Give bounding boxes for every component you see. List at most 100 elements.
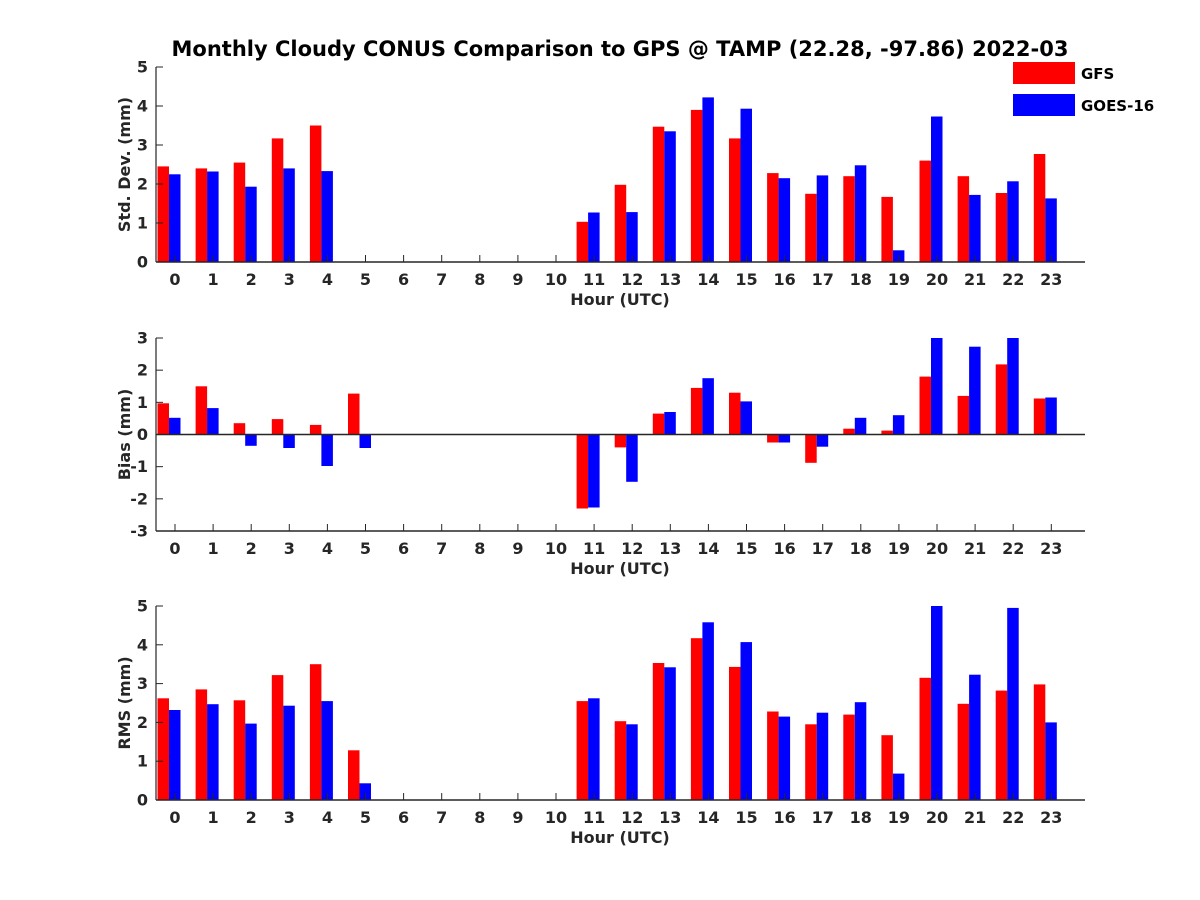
bar-stddev-gfs-21 [957, 176, 970, 262]
bar-stddev-gfs-15 [729, 138, 741, 262]
bar-bias-goes16-23 [1045, 397, 1057, 435]
bar-stddev-goes16-11 [588, 212, 600, 262]
bar-rms-goes16-4 [321, 701, 333, 800]
xtick-label-stddev-15: 15 [735, 270, 757, 289]
bar-bias-goes16-22 [1007, 338, 1019, 435]
bar-stddev-goes16-22 [1007, 181, 1019, 262]
bar-stddev-goes16-14 [702, 97, 714, 263]
bar-rms-gfs-22 [995, 690, 1008, 800]
xtick-label-rms-11: 11 [583, 808, 605, 827]
xtick-label-stddev-0: 0 [169, 270, 180, 289]
bar-bias-goes16-11 [588, 434, 600, 508]
xtick-label-bias-3: 3 [284, 539, 295, 558]
bar-stddev-gfs-23 [1033, 154, 1046, 262]
legend-label-goes16: GOES-16 [1081, 97, 1154, 115]
xtick-label-stddev-12: 12 [621, 270, 643, 289]
figure-title: Monthly Cloudy CONUS Comparison to GPS @… [172, 37, 1069, 61]
bar-bias-gfs-18 [843, 428, 855, 435]
xtick-label-bias-18: 18 [850, 539, 872, 558]
bar-rms-gfs-19 [881, 735, 893, 800]
bar-bias-goes16-5 [359, 434, 371, 448]
ylabel-stddev: Std. Dev. (mm) [115, 97, 134, 232]
xtick-label-stddev-5: 5 [360, 270, 371, 289]
xtick-label-bias-14: 14 [697, 539, 719, 558]
xlabel-rms: Hour (UTC) [570, 828, 670, 847]
xtick-label-stddev-2: 2 [246, 270, 257, 289]
bar-bias-gfs-14 [690, 387, 703, 435]
bar-bias-goes16-19 [892, 415, 905, 435]
bar-stddev-goes16-23 [1045, 198, 1057, 262]
bar-rms-gfs-20 [919, 677, 931, 800]
bar-stddev-gfs-1 [195, 168, 208, 262]
xtick-label-stddev-18: 18 [850, 270, 872, 289]
bar-rms-goes16-19 [892, 773, 905, 800]
bar-stddev-goes16-2 [245, 186, 257, 262]
xtick-label-bias-16: 16 [773, 539, 795, 558]
bar-rms-gfs-12 [614, 721, 627, 800]
bar-bias-goes16-1 [207, 408, 219, 435]
bar-rms-gfs-4 [309, 664, 322, 800]
bar-stddev-gfs-2 [233, 162, 246, 262]
ylabel-bias: Bias (mm) [115, 389, 134, 481]
xtick-label-bias-1: 1 [208, 539, 219, 558]
xtick-label-rms-0: 0 [169, 808, 180, 827]
bar-stddev-gfs-11 [576, 221, 589, 262]
bar-stddev-gfs-19 [881, 196, 893, 262]
bar-bias-gfs-12 [614, 434, 627, 448]
bar-rms-gfs-13 [652, 663, 665, 800]
bar-rms-goes16-14 [702, 622, 714, 800]
bar-bias-goes16-21 [969, 346, 981, 435]
bar-stddev-gfs-16 [767, 173, 779, 262]
bar-bias-goes16-14 [702, 378, 714, 435]
bar-bias-gfs-20 [919, 376, 931, 435]
legend: GFS GOES-16 [1013, 62, 1154, 116]
bar-stddev-gfs-18 [843, 176, 855, 262]
ytick-label-bias--2: -2 [130, 489, 148, 508]
bar-rms-gfs-18 [843, 714, 855, 800]
xtick-label-rms-14: 14 [697, 808, 719, 827]
xtick-label-rms-22: 22 [1002, 808, 1024, 827]
bar-rms-goes16-13 [664, 667, 676, 800]
bar-stddev-gfs-0 [157, 166, 169, 262]
xtick-label-bias-8: 8 [474, 539, 485, 558]
xtick-label-bias-12: 12 [621, 539, 643, 558]
bar-bias-gfs-11 [576, 434, 589, 509]
xtick-label-rms-20: 20 [926, 808, 948, 827]
xtick-label-bias-19: 19 [888, 539, 910, 558]
xtick-label-bias-9: 9 [512, 539, 523, 558]
bar-stddev-gfs-13 [652, 126, 665, 262]
bar-rms-goes16-11 [588, 698, 600, 800]
bar-stddev-gfs-14 [690, 109, 703, 263]
xlabel-bias: Hour (UTC) [570, 559, 670, 578]
legend-label-gfs: GFS [1081, 65, 1114, 83]
bar-rms-gfs-11 [576, 701, 589, 800]
bar-rms-goes16-2 [245, 723, 257, 800]
legend-swatch-goes16 [1013, 94, 1075, 116]
xtick-label-stddev-11: 11 [583, 270, 605, 289]
xtick-label-stddev-9: 9 [512, 270, 523, 289]
bar-stddev-goes16-12 [626, 212, 638, 262]
bar-stddev-goes16-18 [854, 165, 867, 262]
bar-rms-goes16-16 [778, 716, 791, 800]
bar-stddev-goes16-3 [283, 168, 295, 262]
bar-bias-goes16-13 [664, 412, 676, 435]
bar-stddev-goes16-4 [321, 171, 333, 262]
bar-rms-gfs-5 [348, 750, 360, 800]
bar-bias-gfs-16 [767, 434, 779, 443]
bar-bias-gfs-1 [195, 386, 208, 435]
xtick-label-stddev-4: 4 [322, 270, 333, 289]
xtick-label-bias-7: 7 [436, 539, 447, 558]
ytick-label-stddev-5: 5 [137, 58, 148, 77]
xtick-label-rms-6: 6 [398, 808, 409, 827]
xtick-label-rms-13: 13 [659, 808, 681, 827]
bar-bias-gfs-0 [157, 403, 169, 435]
bar-bias-goes16-15 [740, 401, 752, 435]
bar-stddev-gfs-4 [309, 125, 322, 262]
xtick-label-bias-22: 22 [1002, 539, 1024, 558]
xtick-label-bias-6: 6 [398, 539, 409, 558]
ytick-label-stddev-4: 4 [137, 97, 148, 116]
ytick-label-rms-4: 4 [137, 635, 148, 654]
